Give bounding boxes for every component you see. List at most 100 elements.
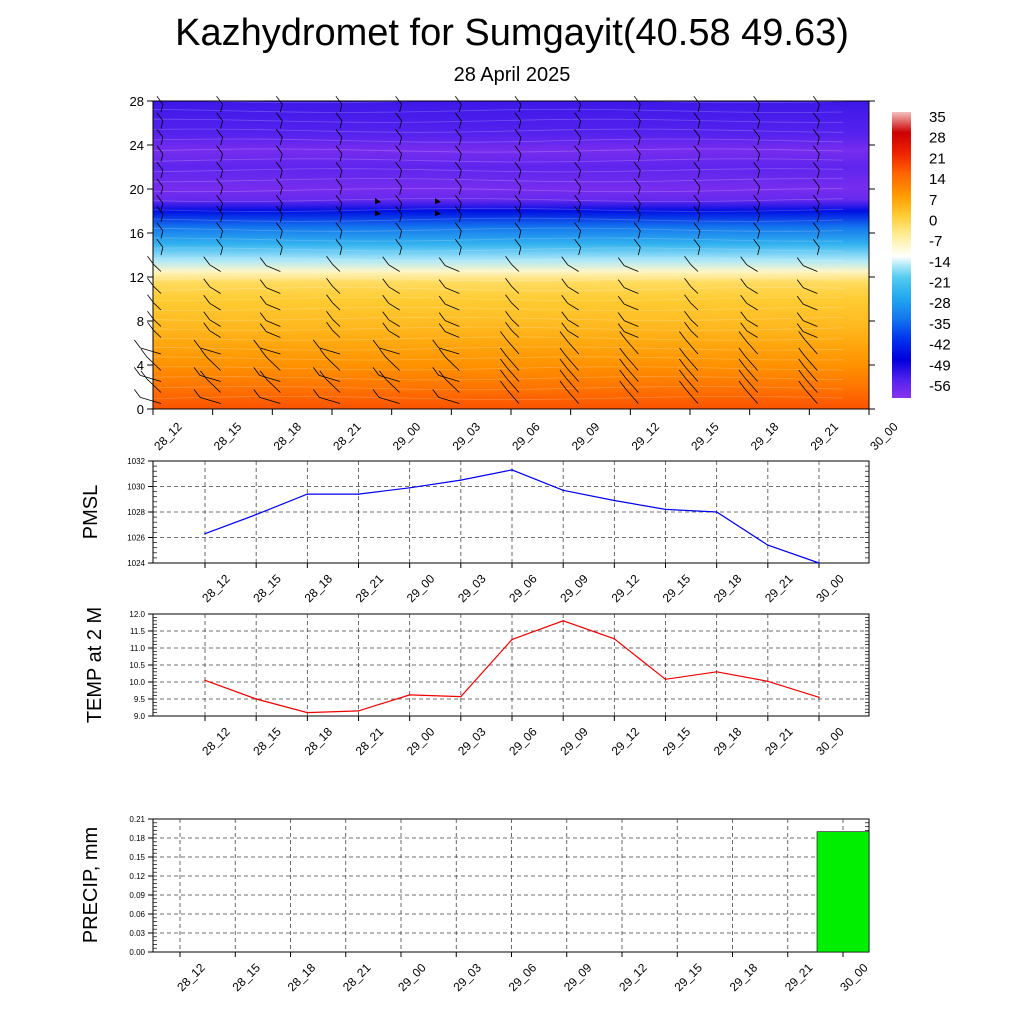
wind-barb [458,230,462,239]
wind-barb-flag [574,195,581,204]
wind-barb [697,104,701,113]
wind-barb [458,120,462,129]
wind-barb-flag [633,145,641,155]
wind-barb [199,375,221,382]
wind-barb-flag [505,294,512,304]
wind-barb-flag [382,322,390,332]
wind-barb [332,286,341,294]
wind-barb-flag [619,380,627,390]
wind-barb-flag [812,195,820,204]
wind-barb-flag [438,370,446,380]
wind-barb-flag [216,206,223,215]
wind-barb-flag [574,112,581,122]
wind-barb [325,356,341,371]
wind-barb-flag [500,380,507,390]
wind-barb-flag [796,279,804,288]
wind-barb [511,264,520,272]
wind-barb-flag [372,367,380,376]
wind-barb-flag [514,206,522,215]
pmsl-point [664,508,667,511]
wind-barb-flag [275,239,283,248]
wind-barb-flag [454,112,462,122]
wind-barb [565,355,579,371]
wind-barb-flag [617,295,625,305]
wind-barb [816,186,820,195]
wind-barb-flag [275,206,283,215]
wind-barb [399,203,402,212]
wind-barb-flag [156,145,164,155]
wind-barb-flag [514,178,522,188]
wind-barb [332,302,341,311]
x-tick-label: 29_12 [609,571,643,605]
wind-barb-flag [156,96,164,105]
wind-barb-flag [216,96,223,105]
wind-barb [388,286,400,294]
wind-barb-flag [216,145,223,155]
wind-barb [511,286,520,294]
wind-barb [339,104,343,113]
wind-barb-flag [275,195,283,204]
wind-barb [339,137,343,146]
wind-barb [332,264,341,272]
wind-barb-flag [335,162,343,171]
wind-barb [445,303,460,311]
x-tick-label: 29_18 [748,419,782,453]
wind-barb-flag [574,129,581,138]
wind-barb-flag [382,295,390,304]
wind-barb-flag [216,239,223,248]
wind-barb [744,366,758,382]
wind-barb-flag [633,129,641,138]
wind-barb [319,375,341,382]
isotherm-line [152,257,844,262]
x-tick-label: 29_03 [450,419,484,453]
wind-barb [518,153,522,162]
temp-point [460,695,462,698]
wind-barb-flag [753,96,760,105]
x-tick-label: 29_09 [557,724,591,758]
wind-barb [399,153,402,162]
wind-barb [332,319,341,327]
wind-barb-flag [379,370,386,380]
wind-barb [339,153,343,162]
wind-barb [438,397,460,404]
wind-barb-flag [619,347,627,357]
wind-barb-flag [693,112,701,122]
wind-barb-flag [335,195,343,204]
wind-barb-flag [684,278,691,287]
y-tick-label: 0.06 [129,910,145,919]
wind-barb [567,330,579,338]
temp-2m-panel: 9.0 9.5 10.0 10.5 11.0 11.5 12.0 28_12 28_15 28_1… [84,607,870,758]
temp-point [204,679,206,682]
wind-barb-flag [753,178,760,188]
wind-barb-flag [454,178,462,188]
wind-barb-flag [259,295,267,305]
wind-barb [637,153,641,162]
isotherm-line [152,178,844,183]
wind-barb [458,153,462,162]
colorbar-label: 28 [929,130,946,147]
wind-barb [518,186,522,195]
wind-barb-flag [156,129,164,138]
wind-barb-flag [559,358,567,368]
wind-barb-flag [335,112,343,122]
temp-point [306,711,309,714]
colorbar-label: -35 [929,316,951,333]
x-tick-label: 28_21 [330,419,364,453]
wind-barb [804,377,818,393]
wind-barb [259,347,281,355]
wind-barb-flag [617,323,625,332]
wind-barb-flag [753,162,760,171]
y-tick-label: 12.0 [129,610,145,619]
wind-barb [518,120,522,129]
wind-barb [567,286,579,294]
pmsl-panel: 1024 1026 1028 1030 1032 28_12 28_15 28_18 28_21… [80,457,870,605]
wind-barb [816,203,820,212]
pmsl-point [204,532,206,535]
isotherm-line [152,158,844,163]
wind-barb-flag [382,256,390,266]
wind-barb-flag [684,311,691,320]
wind-barb [685,388,699,404]
wind-barb [458,104,462,113]
wind-barb-flag [454,222,462,232]
